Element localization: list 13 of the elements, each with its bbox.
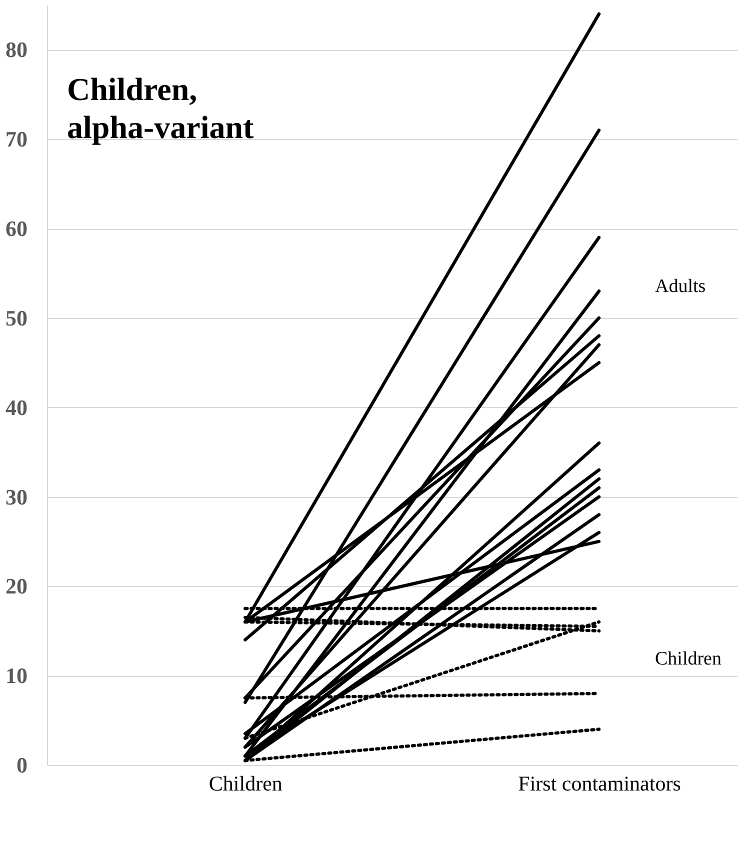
- annotation: Children: [655, 648, 722, 670]
- y-tick-label: 60: [6, 216, 28, 242]
- annotation: Adults: [655, 276, 706, 298]
- y-tick-label: 50: [6, 305, 28, 330]
- y-tick-label: 40: [6, 394, 28, 420]
- x-tick-label: First contaminators: [518, 772, 681, 796]
- y-tick-label: 30: [6, 484, 28, 510]
- y-tick-label: 70: [6, 126, 28, 152]
- text: Children, alpha-variant: [67, 71, 254, 145]
- y-tick-label: 10: [6, 663, 28, 688]
- y-tick-label: 80: [6, 37, 28, 62]
- y-tick-label: 0: [16, 752, 28, 778]
- y-tick-label: 20: [6, 574, 28, 599]
